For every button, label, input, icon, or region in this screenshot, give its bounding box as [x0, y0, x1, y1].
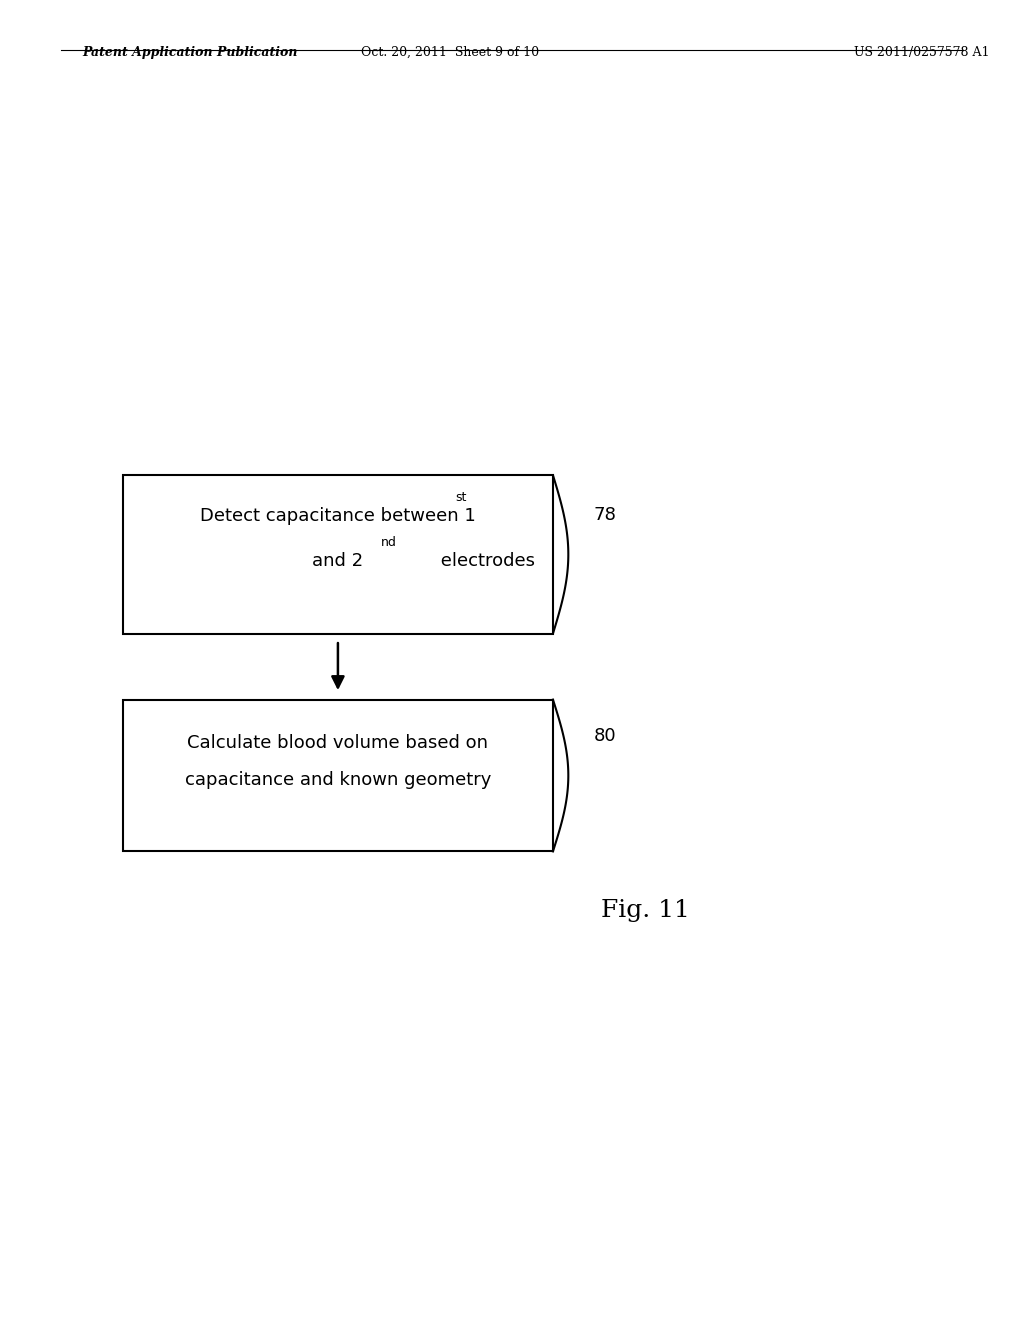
Text: nd: nd: [381, 536, 397, 549]
Text: Detect capacitance between 1: Detect capacitance between 1: [200, 507, 476, 525]
Text: electrodes: electrodes: [435, 552, 536, 570]
Text: Fig. 11: Fig. 11: [601, 899, 689, 923]
Text: Calculate blood volume based on: Calculate blood volume based on: [187, 734, 488, 752]
Text: capacitance and known geometry: capacitance and known geometry: [184, 771, 492, 789]
Text: 78: 78: [594, 506, 616, 524]
Text: Oct. 20, 2011  Sheet 9 of 10: Oct. 20, 2011 Sheet 9 of 10: [361, 46, 540, 59]
Text: 80: 80: [594, 727, 616, 744]
FancyBboxPatch shape: [123, 700, 553, 851]
Text: Patent Application Publication: Patent Application Publication: [82, 46, 297, 59]
Text: st: st: [456, 491, 467, 504]
Text: US 2011/0257578 A1: US 2011/0257578 A1: [854, 46, 989, 59]
FancyBboxPatch shape: [123, 475, 553, 634]
Text: and 2: and 2: [312, 552, 364, 570]
